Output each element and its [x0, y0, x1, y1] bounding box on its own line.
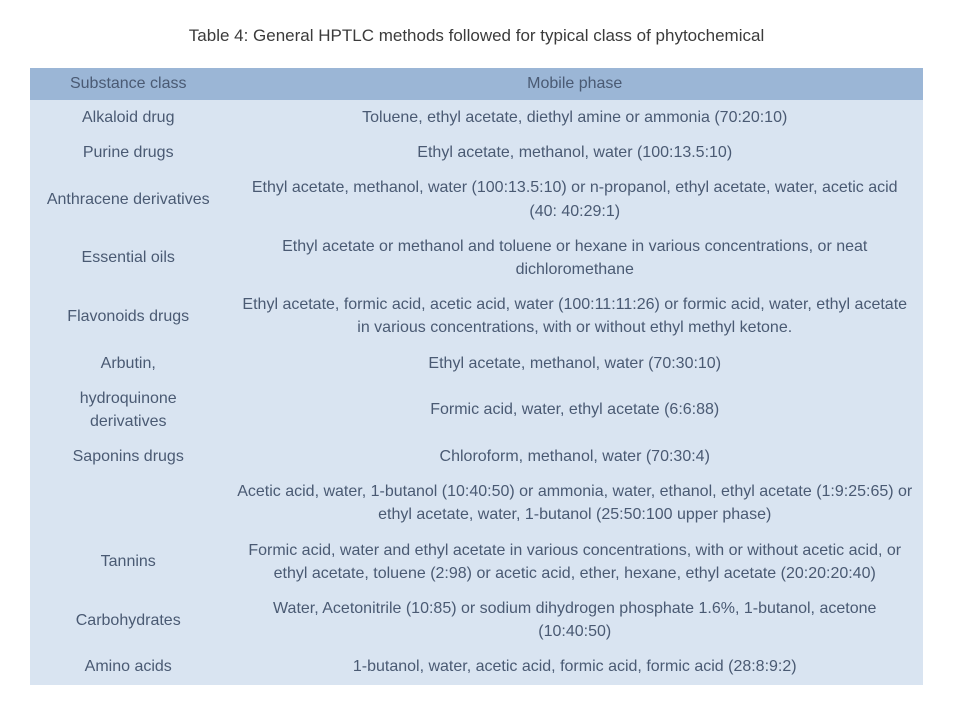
table-title: Table 4: General HPTLC methods followed …	[30, 26, 923, 46]
table-row: CarbohydratesWater, Acetonitrile (10:85)…	[30, 591, 923, 649]
cell-mobile-phase: Acetic acid, water, 1-butanol (10:40:50)…	[226, 474, 923, 532]
cell-mobile-phase: 1-butanol, water, acetic acid, formic ac…	[226, 649, 923, 684]
cell-substance-class: Carbohydrates	[30, 591, 226, 649]
cell-mobile-phase: Ethyl acetate, formic acid, acetic acid,…	[226, 287, 923, 345]
table-row: Amino acids1-butanol, water, acetic acid…	[30, 649, 923, 684]
table-row: Arbutin,Ethyl acetate, methanol, water (…	[30, 346, 923, 381]
cell-substance-class	[30, 474, 226, 532]
cell-substance-class: Alkaloid drug	[30, 100, 226, 135]
table-row: TanninsFormic acid, water and ethyl acet…	[30, 533, 923, 591]
table-row: hydroquinone derivativesFormic acid, wat…	[30, 381, 923, 439]
col-header-substance: Substance class	[30, 68, 226, 100]
cell-mobile-phase: Toluene, ethyl acetate, diethyl amine or…	[226, 100, 923, 135]
table-row: Saponins drugsChloroform, methanol, wate…	[30, 439, 923, 474]
table-row: Anthracene derivativesEthyl acetate, met…	[30, 170, 923, 228]
table-row: Alkaloid drugToluene, ethyl acetate, die…	[30, 100, 923, 135]
cell-mobile-phase: Ethyl acetate, methanol, water (70:30:10…	[226, 346, 923, 381]
col-header-mobile-phase: Mobile phase	[226, 68, 923, 100]
hptlc-table: Substance class Mobile phase Alkaloid dr…	[30, 68, 923, 685]
cell-mobile-phase: Formic acid, water, ethyl acetate (6:6:8…	[226, 381, 923, 439]
cell-mobile-phase: Water, Acetonitrile (10:85) or sodium di…	[226, 591, 923, 649]
cell-mobile-phase: Ethyl acetate, methanol, water (100:13.5…	[226, 170, 923, 228]
cell-mobile-phase: Chloroform, methanol, water (70:30:4)	[226, 439, 923, 474]
table-row: Essential oilsEthyl acetate or methanol …	[30, 229, 923, 287]
cell-mobile-phase: Ethyl acetate or methanol and toluene or…	[226, 229, 923, 287]
table-header-row: Substance class Mobile phase	[30, 68, 923, 100]
cell-substance-class: Arbutin,	[30, 346, 226, 381]
cell-substance-class: Anthracene derivatives	[30, 170, 226, 228]
cell-mobile-phase: Ethyl acetate, methanol, water (100:13.5…	[226, 135, 923, 170]
table-row: Acetic acid, water, 1-butanol (10:40:50)…	[30, 474, 923, 532]
cell-substance-class: Saponins drugs	[30, 439, 226, 474]
cell-substance-class: Flavonoids drugs	[30, 287, 226, 345]
cell-substance-class: Tannins	[30, 533, 226, 591]
cell-substance-class: hydroquinone derivatives	[30, 381, 226, 439]
cell-substance-class: Purine drugs	[30, 135, 226, 170]
cell-mobile-phase: Formic acid, water and ethyl acetate in …	[226, 533, 923, 591]
table-row: Purine drugsEthyl acetate, methanol, wat…	[30, 135, 923, 170]
cell-substance-class: Essential oils	[30, 229, 226, 287]
cell-substance-class: Amino acids	[30, 649, 226, 684]
table-row: Flavonoids drugsEthyl acetate, formic ac…	[30, 287, 923, 345]
